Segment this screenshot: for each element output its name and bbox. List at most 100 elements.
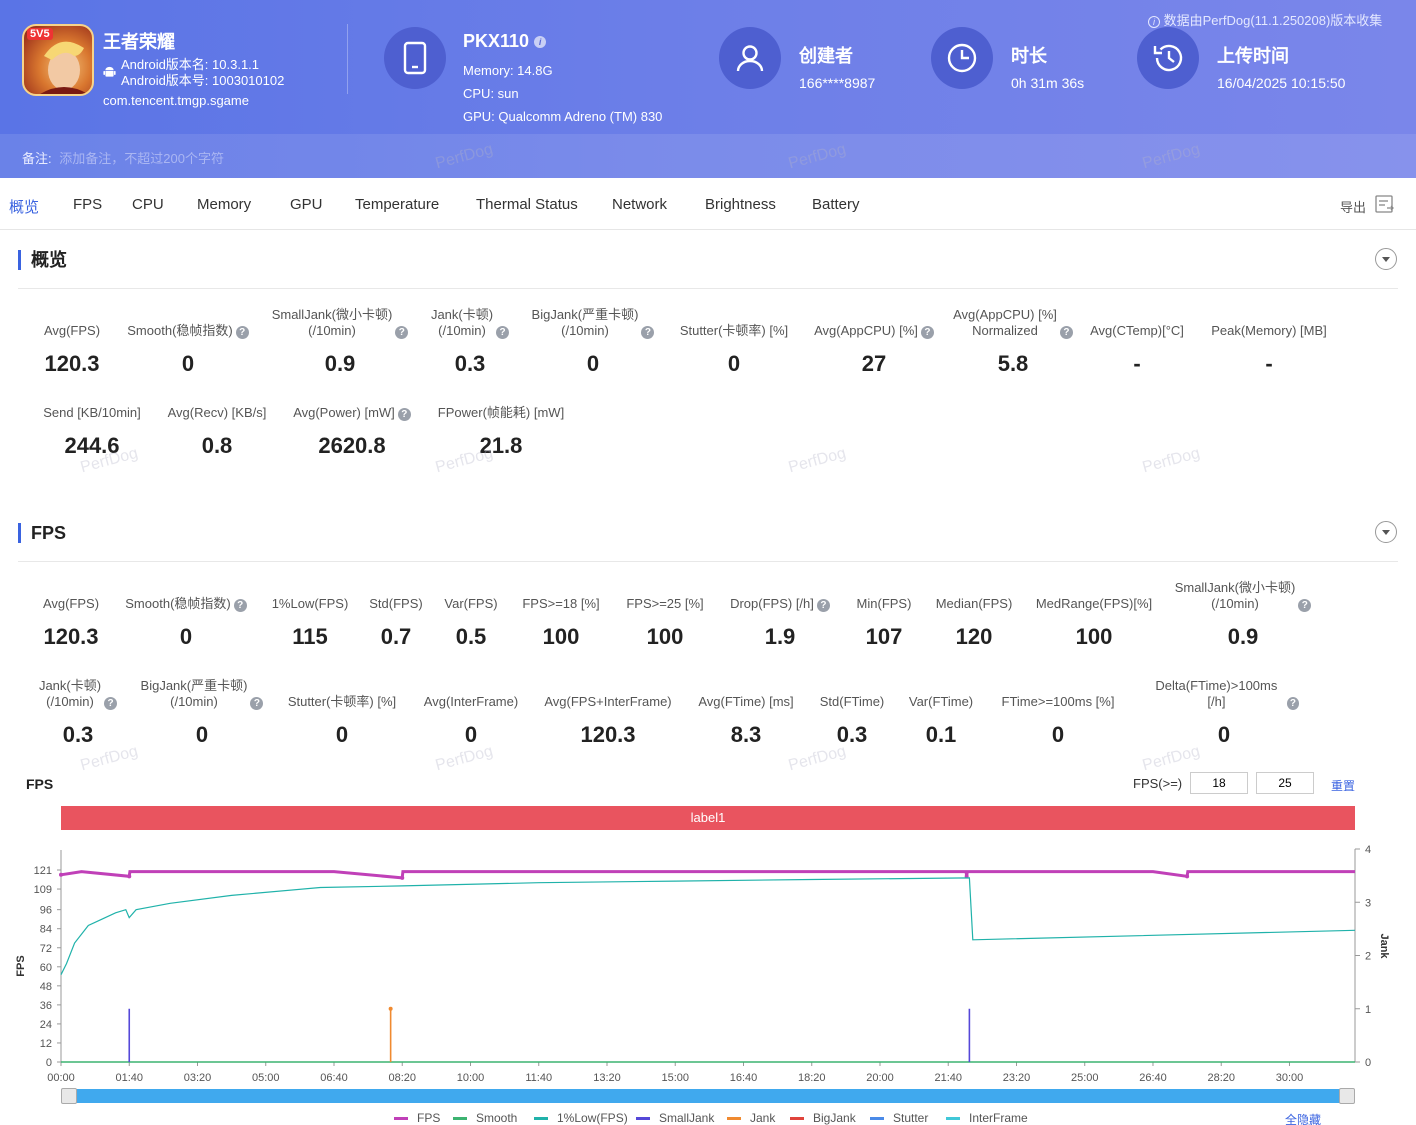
metric-label: Send [KB/10min] [17, 389, 167, 421]
legend-item-fps[interactable]: FPS [394, 1111, 440, 1125]
metric-label: Avg(Recv) [KB/s] [142, 389, 292, 421]
slider-right-handle[interactable] [1339, 1088, 1355, 1104]
legend-item-jank[interactable]: Jank [727, 1111, 775, 1125]
android-icon [103, 66, 116, 77]
help-icon[interactable]: ? [496, 326, 510, 339]
tab-network[interactable]: Network [612, 196, 668, 213]
y-left-tick-label: 0 [46, 1057, 52, 1069]
metric-label-text: SmallJank(微小卡顿) (/10min) [271, 307, 393, 338]
device-info-icon[interactable]: i [534, 36, 547, 49]
legend-swatch [727, 1116, 741, 1120]
slider-left-handle[interactable] [61, 1088, 77, 1104]
series-point-jank [388, 1006, 393, 1011]
fps-threshold-input-2[interactable] [1256, 772, 1314, 794]
metric-item: Avg(FPS) 120.3 [0, 307, 147, 377]
help-icon[interactable]: ? [250, 697, 264, 710]
device-icon [384, 27, 446, 89]
y-right-tick-label: 4 [1365, 844, 1371, 856]
help-icon[interactable]: ? [235, 326, 249, 339]
tab-gpu[interactable]: GPU [290, 196, 323, 213]
series-point-fps [127, 874, 132, 879]
tab-overview[interactable]: 概览 [9, 199, 40, 216]
metric-value: - [1265, 351, 1273, 376]
legend-item-bigjank[interactable]: BigJank [790, 1111, 856, 1125]
label-bar[interactable]: label1 [61, 806, 1355, 830]
metric-label-text: Avg(AppCPU) [%] Normalized [953, 307, 1057, 338]
metric-value: 0.5 [455, 624, 487, 649]
legend-item-smooth[interactable]: Smooth [453, 1111, 517, 1125]
legend-label: SmallJank [659, 1111, 715, 1125]
help-icon[interactable]: ? [920, 326, 934, 339]
tab-fps[interactable]: FPS [73, 196, 103, 213]
y-left-tick-label: 24 [40, 1019, 52, 1031]
metric-item: Avg(FPS+InterFrame) 120.3 [533, 678, 683, 748]
report-header: 5V5 王者荣耀 Android版本名: 10.3.1.1 Android版本号… [0, 0, 1416, 178]
app-badge: 5V5 [27, 28, 53, 40]
series-point-fps [59, 872, 63, 877]
metric-value: 107 [865, 624, 903, 649]
x-tick-label: 05:00 [252, 1072, 280, 1084]
fps-threshold-input-1[interactable] [1190, 772, 1248, 794]
metric-value: 0 [464, 722, 478, 747]
metric-label: Stutter(卡顿率) [%] [267, 678, 417, 710]
help-icon[interactable]: ? [233, 599, 247, 612]
legend-item-1-low-fps[interactable]: 1%Low(FPS) [534, 1111, 628, 1125]
tab-thermal-status[interactable]: Thermal Status [476, 196, 578, 213]
help-icon[interactable]: ? [1059, 326, 1073, 339]
metric-value: 120.3 [44, 351, 100, 376]
metric-label: SmallJank(微小卡顿) (/10min)? [1168, 580, 1318, 612]
tab-battery[interactable]: Battery [812, 196, 860, 213]
help-icon[interactable]: ? [104, 697, 118, 710]
export-icon[interactable] [1375, 195, 1395, 213]
metric-label: 1%Low(FPS) [235, 580, 385, 612]
tab-cpu[interactable]: CPU [132, 196, 164, 213]
help-icon[interactable]: ? [1286, 697, 1299, 710]
metric-value: 115 [292, 624, 328, 649]
x-tick-label: 16:40 [730, 1072, 758, 1084]
tab-temperature[interactable]: Temperature [355, 196, 440, 213]
y-left-tick-label: 72 [40, 943, 52, 955]
legend-item-smalljank[interactable]: SmallJank [636, 1111, 714, 1125]
metric-label-text: MedRange(FPS)[%] [1035, 596, 1153, 611]
fps-collapse-button[interactable] [1375, 521, 1397, 543]
metric-label-text: Avg(InterFrame) [423, 694, 519, 709]
legend-label: Smooth [476, 1111, 518, 1125]
time-range-slider[interactable] [61, 1088, 1355, 1104]
note-placeholder[interactable]: 添加备注，不超过200个字符 [59, 151, 224, 166]
metric-item: Avg(AppCPU) [%]? 27 [799, 307, 949, 377]
legend-item-interframe[interactable]: InterFrame [946, 1111, 1028, 1125]
overview-collapse-button[interactable] [1375, 248, 1397, 270]
watermark: PerfDog [786, 444, 848, 477]
help-icon[interactable]: ? [395, 326, 409, 339]
x-tick-label: 00:00 [47, 1072, 75, 1084]
tab-brightness[interactable]: Brightness [705, 196, 776, 213]
hide-all-button[interactable]: 全隐藏 [1285, 1113, 1322, 1125]
note-field[interactable]: 备注: 添加备注，不超过200个字符 [0, 134, 1416, 178]
metric-label-text: FPower(帧能耗) [mW] [437, 405, 565, 420]
export-button[interactable]: 导出 [1340, 200, 1367, 215]
help-icon[interactable]: ? [397, 408, 411, 421]
help-icon[interactable]: ? [816, 599, 830, 612]
y-left-axis-title: FPS [15, 955, 27, 976]
legend-item-stutter[interactable]: Stutter [870, 1111, 928, 1125]
help-icon[interactable]: ? [641, 326, 655, 339]
metric-label: Avg(CTemp)[°C] [1062, 307, 1212, 339]
metric-item: Avg(Recv) [KB/s] 0.8 [142, 389, 292, 459]
metric-value: 0.3 [836, 722, 868, 747]
help-icon[interactable]: ? [1298, 599, 1312, 612]
y-left-tick-label: 12 [40, 1038, 52, 1050]
user-icon [719, 27, 781, 89]
legend-swatch [790, 1116, 804, 1120]
clock-icon [931, 27, 993, 89]
reset-button[interactable]: 重置 [1331, 779, 1356, 793]
metric-item: Jank(卡顿) (/10min)? 0.3 [3, 678, 153, 748]
y-left-tick-label: 36 [40, 1000, 52, 1012]
metric-label-text: FTime>=100ms [%] [1001, 694, 1115, 709]
tab-memory[interactable]: Memory [197, 196, 252, 213]
metric-label: Avg(FPS) [0, 580, 146, 612]
metric-item: FPS>=25 [%] 100 [590, 580, 740, 650]
metric-label-text: Stutter(卡顿率) [%] [679, 323, 789, 338]
duration-value: 0h 31m 36s [1011, 75, 1085, 91]
metric-label: Peak(Memory) [MB] [1194, 307, 1344, 339]
